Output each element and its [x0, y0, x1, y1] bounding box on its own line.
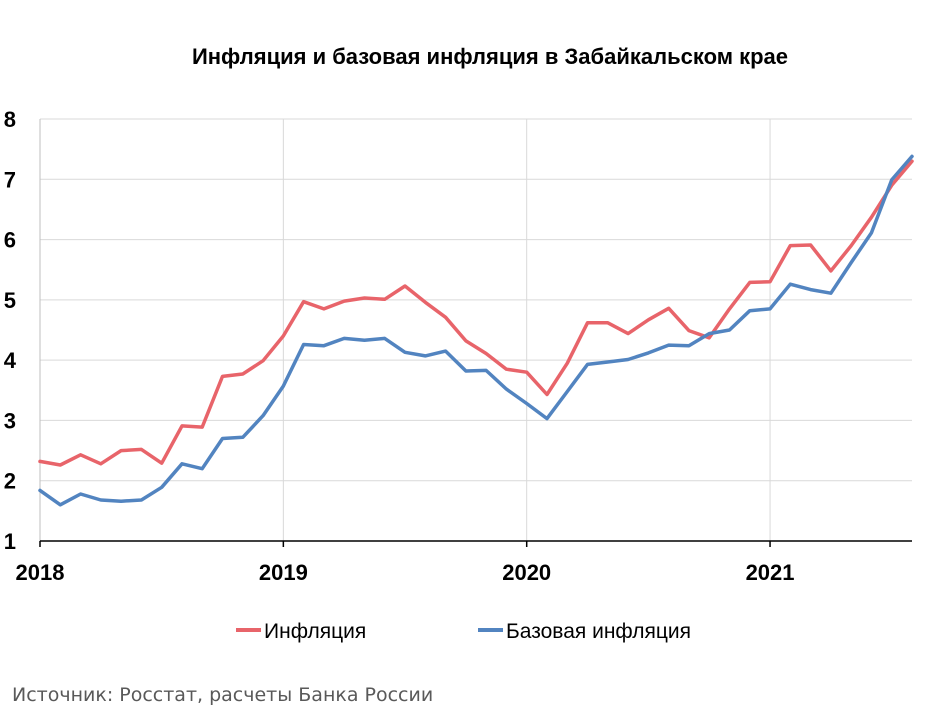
- x-tick-label: 2021: [746, 560, 795, 585]
- x-tick-label: 2020: [502, 560, 551, 585]
- y-tick-label: 7: [4, 167, 16, 192]
- y-tick-label: 2: [4, 469, 16, 494]
- source-note: Источник: Росстат, расчеты Банка России: [12, 684, 434, 706]
- legend-label: Инфляция: [264, 620, 366, 643]
- series-line-inflation: [38, 159, 914, 467]
- legend: Инфляция Базовая инфляция: [236, 620, 691, 643]
- axes: 1 2 3 4 5 6 7 8 2018 2019 2020 2021: [4, 107, 912, 585]
- x-tick-label: 2018: [16, 560, 65, 585]
- series-lines: [38, 154, 914, 507]
- y-tick-label: 4: [4, 348, 17, 373]
- legend-label: Базовая инфляция: [506, 620, 691, 643]
- series-line-core-inflation: [38, 154, 914, 507]
- chart-title: Инфляция и базовая инфляция в Забайкальс…: [191, 44, 789, 69]
- y-tick-label: 5: [4, 288, 16, 313]
- y-tick-label: 8: [4, 107, 16, 132]
- gridlines: [40, 118, 912, 541]
- x-tick-label: 2019: [259, 560, 308, 585]
- y-tick-label: 3: [4, 408, 16, 433]
- y-tick-label: 6: [4, 228, 16, 253]
- y-tick-label: 1: [4, 529, 16, 554]
